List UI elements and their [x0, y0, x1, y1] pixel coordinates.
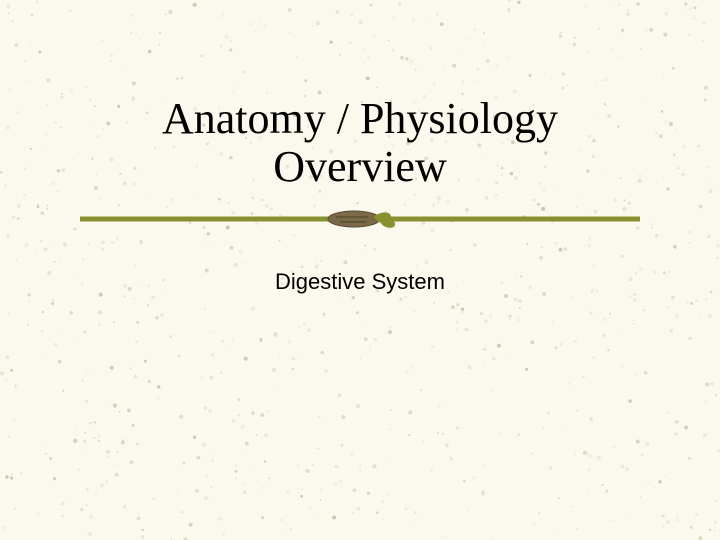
slide-subtitle: Digestive System [0, 269, 720, 295]
slide: Anatomy / Physiology Overview Digestive … [0, 0, 720, 540]
slide-content: Anatomy / Physiology Overview Digestive … [0, 0, 720, 540]
slide-title: Anatomy / Physiology Overview [0, 95, 720, 192]
title-divider [80, 207, 640, 231]
